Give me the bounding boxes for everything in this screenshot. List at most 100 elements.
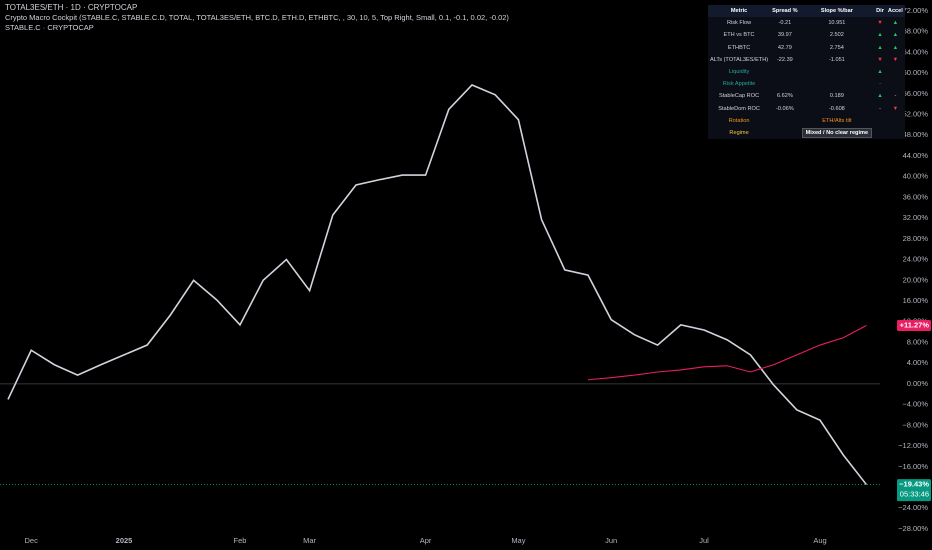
table-cell: ETHBTC: [708, 41, 771, 54]
table-cell: -0.21: [770, 17, 800, 30]
table-cell: [885, 114, 905, 127]
table-row: Rotation ETH/Alts tilt: [708, 114, 905, 127]
table-cell: ▲: [874, 41, 886, 54]
y-tick-label: 60.00%: [903, 68, 929, 77]
column-header: Slope %/bar: [799, 5, 875, 18]
table-cell: ▲: [885, 41, 905, 54]
column-header: Metric: [708, 5, 771, 18]
table-cell: Risk Flow: [708, 17, 771, 30]
table-row: Regime Mixed / No clear regime: [708, 126, 905, 140]
table-cell: [770, 78, 800, 91]
x-tick-label: Mar: [303, 536, 316, 545]
y-tick-label: 32.00%: [903, 213, 929, 222]
table-cell: [874, 126, 886, 140]
table-cell: [770, 114, 800, 127]
table-row: ETH vs BTC 39.97 2.502 ▲ ▲: [708, 29, 905, 42]
table-cell: [885, 65, 905, 79]
x-tick-label: Apr: [420, 536, 432, 545]
x-tick-label: Feb: [234, 536, 247, 545]
table-cell: ▲: [874, 29, 886, 42]
table-cell: 39.97: [770, 29, 800, 42]
y-tick-label: −28.00%: [898, 524, 928, 533]
overlay-legend[interactable]: STABLE.C · CRYPTOCAP: [5, 23, 94, 32]
table-cell: 0.189: [799, 90, 875, 103]
table-row: Risk Appetite -: [708, 78, 905, 91]
y-tick-label: 36.00%: [903, 192, 929, 201]
table-cell: [770, 65, 800, 79]
y-tick-label: 72.00%: [903, 6, 929, 15]
symbol-title[interactable]: TOTAL3ES/ETH · 1D · CRYPTOCAP: [5, 3, 138, 12]
table-cell: ▼: [874, 53, 886, 66]
y-tick-label: 8.00%: [907, 337, 929, 346]
table-cell: Liquidity: [708, 65, 771, 79]
table-row: StableCap ROC 6.62% 0.189 ▲ -: [708, 90, 905, 103]
table-cell: 6.62%: [770, 90, 800, 103]
y-tick-label: 20.00%: [903, 275, 929, 284]
table-cell: 10.951: [799, 17, 875, 30]
price-tag-label: +11.27%: [900, 320, 930, 329]
table-row: Liquidity ▲: [708, 65, 905, 79]
table-cell: StableCap ROC: [708, 90, 771, 103]
price-tag-label: −19.43%: [899, 480, 929, 489]
table-cell: ▼: [885, 53, 905, 66]
y-tick-label: −4.00%: [902, 400, 928, 409]
table-cell: ETH/Alts tilt: [799, 114, 875, 127]
table-cell: -: [885, 90, 905, 103]
table-cell: Regime: [708, 126, 771, 140]
table-row: StableDom ROC -0.06% -0.608- ▼: [708, 102, 905, 115]
y-tick-label: 24.00%: [903, 255, 929, 264]
indicator-legend[interactable]: Crypto Macro Cockpit (STABLE.C, STABLE.C…: [5, 13, 509, 22]
price-tag: [897, 479, 931, 502]
table-cell: 2.754: [799, 41, 875, 54]
table-cell: Mixed / No clear regime: [799, 126, 875, 140]
y-tick-label: 64.00%: [903, 47, 929, 56]
table-cell: -: [874, 102, 886, 115]
series-line: [7, 84, 868, 486]
table-cell: 2.502: [799, 29, 875, 42]
table-row: Risk Flow -0.21 10.951 ▼ ▲: [708, 17, 905, 30]
table-cell: [874, 114, 886, 127]
table-cell: ▲: [874, 90, 886, 103]
table-cell: Rotation: [708, 114, 771, 127]
table-cell: [885, 78, 905, 91]
table-cell: ▼: [885, 102, 905, 115]
metrics-table: Metric Spread % Slope %/bar Dir Accel Risk Fl…: [708, 5, 905, 140]
x-tick-label: Jun: [605, 536, 617, 545]
x-tick-label: Dec: [25, 536, 39, 545]
table-cell: ▼: [874, 17, 886, 30]
countdown: 05:33:46: [900, 490, 929, 499]
table-cell: -: [874, 78, 886, 91]
y-tick-label: 40.00%: [903, 172, 929, 181]
y-tick-label: −12.00%: [898, 441, 928, 450]
table-cell: -0.608: [799, 102, 875, 115]
table-cell: StableDom ROC: [708, 102, 771, 115]
table-cell: ▲: [874, 65, 886, 79]
column-header: Dir: [874, 5, 886, 18]
regime-badge: Mixed / No clear regime: [801, 127, 873, 138]
table-cell: Risk Appetite: [708, 78, 771, 91]
y-tick-label: −16.00%: [898, 462, 928, 471]
x-tick-label: May: [511, 536, 525, 545]
table-cell: ETH vs BTC: [708, 29, 771, 42]
y-tick-label: −24.00%: [898, 503, 928, 512]
y-tick-label: 68.00%: [903, 27, 929, 36]
x-tick-label: Aug: [813, 536, 826, 545]
table-cell: -1.051: [799, 53, 875, 66]
x-tick-label: Jul: [699, 536, 709, 545]
y-tick-label: 16.00%: [903, 296, 929, 305]
table-cell: [770, 126, 800, 140]
column-header: Accel: [885, 5, 905, 18]
y-tick-label: −8.00%: [902, 420, 928, 429]
table-cell: [799, 65, 875, 79]
price-tag: [897, 320, 931, 332]
y-tick-label: 28.00%: [903, 234, 929, 243]
table-row: ALTs (TOTAL3ES/ETH) -22.39 -1.051 ▼ ▼: [708, 53, 905, 66]
y-tick-label: 4.00%: [907, 358, 929, 367]
table-cell: [799, 78, 875, 91]
table-cell: ALTs (TOTAL3ES/ETH): [708, 53, 771, 66]
y-tick-label: 48.00%: [903, 130, 929, 139]
y-tick-label: 0.00%: [907, 379, 929, 388]
table-header: Metric Spread % Slope %/bar Dir Accel: [708, 5, 905, 18]
